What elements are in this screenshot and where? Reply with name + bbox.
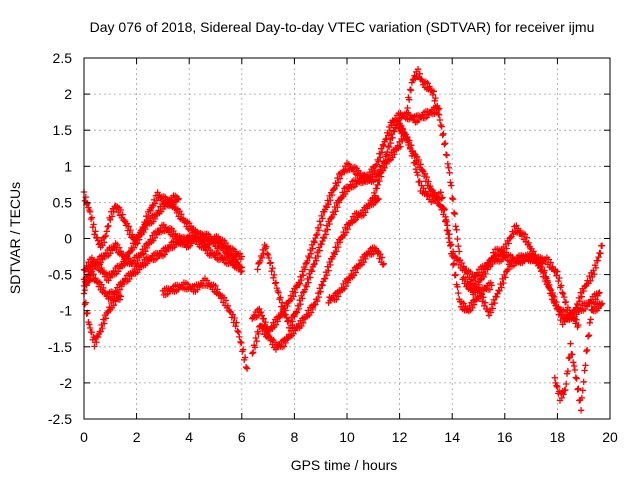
y-tick-label: -2.5 bbox=[48, 411, 72, 427]
satellite-track-12-markers bbox=[404, 66, 464, 264]
y-tick-label: -1.5 bbox=[48, 339, 72, 355]
satellite-track-7-markers bbox=[249, 194, 382, 357]
satellite-track-9 bbox=[254, 103, 443, 331]
x-tick-label: 8 bbox=[291, 429, 299, 445]
y-tick-label: 2 bbox=[64, 86, 72, 102]
satellite-track-16-markers bbox=[551, 300, 606, 414]
y-tick-label: 1.5 bbox=[53, 122, 73, 138]
satellite-track-4-markers bbox=[80, 188, 182, 251]
satellite-track-10-markers bbox=[325, 244, 387, 306]
satellite-track-6 bbox=[159, 275, 251, 372]
y-tick-label: -0.5 bbox=[48, 267, 72, 283]
y-tick-label: -1 bbox=[60, 303, 73, 319]
x-tick-label: 18 bbox=[550, 429, 566, 445]
satellite-track-7 bbox=[249, 194, 382, 357]
x-tick-label: 4 bbox=[185, 429, 193, 445]
data-points bbox=[80, 66, 606, 414]
y-tick-label: 0 bbox=[64, 231, 72, 247]
x-axis-label: GPS time / hours bbox=[291, 457, 398, 473]
x-tick-label: 20 bbox=[602, 429, 618, 445]
satellite-track-1-markers bbox=[80, 196, 245, 284]
y-tick-label: 1 bbox=[64, 158, 72, 174]
y-tick-label: 2.5 bbox=[53, 50, 73, 66]
y-axis-label: SDTVAR / TECUs bbox=[7, 182, 23, 294]
satellite-track-16 bbox=[551, 300, 606, 414]
x-tick-label: 10 bbox=[339, 429, 355, 445]
axis-ticks: 0 2 4 6 8 10 12 14 16 18 20 -2.5 -2 -1.5 -1 -0.5 0 0.5 1 1.… bbox=[48, 50, 618, 445]
y-tick-label: 0.5 bbox=[53, 194, 73, 210]
satellite-track-5-markers bbox=[80, 290, 124, 350]
x-tick-label: 6 bbox=[238, 429, 246, 445]
satellite-track-6-markers bbox=[159, 275, 251, 372]
satellite-track-12 bbox=[404, 66, 464, 264]
satellite-track-1 bbox=[80, 196, 245, 284]
x-tick-label: 0 bbox=[80, 429, 88, 445]
satellite-track-15 bbox=[464, 242, 606, 328]
x-tick-label: 14 bbox=[444, 429, 460, 445]
satellite-track-15-markers bbox=[464, 242, 606, 328]
chart-title: Day 076 of 2018, Sidereal Day-to-day VTE… bbox=[90, 19, 595, 35]
x-tick-label: 16 bbox=[497, 429, 513, 445]
satellite-track-10 bbox=[325, 244, 387, 306]
satellite-track-4 bbox=[80, 188, 182, 251]
satellite-track-9-markers bbox=[254, 103, 443, 331]
satellite-track-5 bbox=[80, 290, 124, 350]
x-tick-label: 12 bbox=[392, 429, 408, 445]
y-tick-label: -2 bbox=[60, 375, 73, 391]
grid bbox=[84, 58, 610, 419]
x-tick-label: 2 bbox=[133, 429, 141, 445]
